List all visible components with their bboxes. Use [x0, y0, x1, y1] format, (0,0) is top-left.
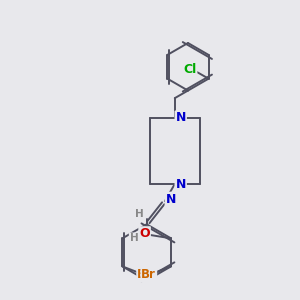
- Text: H: H: [135, 209, 144, 219]
- Text: Br: Br: [141, 268, 156, 281]
- Text: N: N: [176, 178, 186, 190]
- Text: Cl: Cl: [183, 63, 196, 76]
- Text: O: O: [139, 227, 150, 240]
- Text: N: N: [176, 112, 186, 124]
- Text: N: N: [166, 193, 176, 206]
- Text: H: H: [130, 233, 138, 243]
- Text: Br: Br: [137, 268, 152, 281]
